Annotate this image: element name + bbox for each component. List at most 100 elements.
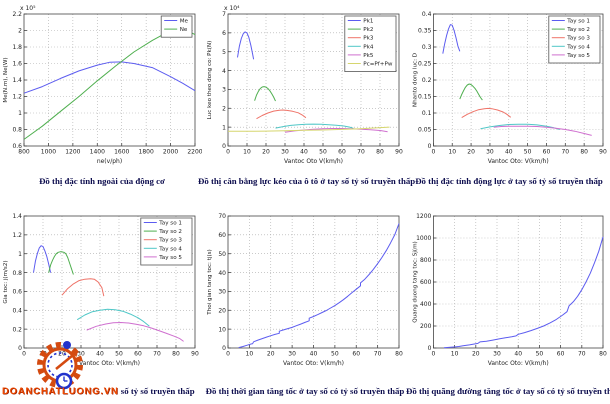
y-tick-label: 1.4 (12, 213, 22, 220)
y-tick-label: 1.2 (12, 232, 22, 239)
caption-traction-balance: Đồ thị cân bằng lực kéo của ô tô ở tay s… (198, 176, 416, 186)
series-line-tay-so-1 (33, 245, 52, 273)
series-line-sj (443, 236, 604, 349)
x-tick-label: 10 (246, 351, 254, 358)
legend-label: Tay so 4 (566, 44, 590, 50)
legend-label: Pk4 (363, 44, 374, 50)
legend-label: Tay so 5 (158, 255, 182, 261)
y-tick-label: 60 (218, 232, 226, 239)
plot-border (227, 13, 400, 147)
y-tick-label: 0.15 (418, 94, 432, 101)
x-tick-label: 40 (514, 351, 522, 358)
legend-label: Tay so 1 (158, 221, 182, 227)
x-tick-label: 90 (599, 149, 607, 156)
acceleration-distance-plot: 0 10 20 30 40 50 60 70 80020040060080010001200Va… (412, 213, 607, 367)
legend-label: Tay so 3 (566, 36, 590, 42)
x-axis-title: Vantoc Oto: V(km/h) (79, 360, 140, 367)
x-tick-label: 50 (536, 351, 544, 358)
y-tick-label: 5 (222, 49, 226, 56)
legend-label: Tay so 4 (158, 246, 182, 252)
y-tick-label: 1 (222, 124, 226, 131)
x-tick-label: 1600 (114, 149, 129, 156)
x-tick-label: 0 (22, 351, 26, 358)
y-tick-label: 1.4 (12, 77, 22, 84)
x-tick-label: 60 (352, 351, 360, 358)
series-line-tay-so-4 (76, 308, 150, 327)
x-tick-label: 90 (395, 149, 403, 156)
y-tick-label: 200 (420, 323, 432, 330)
series-line-tay-so-5 (86, 322, 184, 342)
x-tick-label: 0 (431, 149, 435, 156)
x-tick-label: 70 (374, 351, 382, 358)
y-tick-label: 0 (428, 143, 432, 150)
dynamic-factor-plot: 0 10 20 30 40 50 60 70 80 90 0 0.05 0.1 0.15 0.2 0.25 0.… (412, 11, 607, 165)
x-axis-title: Vantoc Oto: V(km/h) (488, 158, 549, 165)
y-tick-label: 6 (222, 30, 226, 37)
x-tick-label: 80 (580, 149, 588, 156)
legend-label: Pk5 (363, 53, 374, 59)
x-axis-title: ne(v/ph) (97, 158, 122, 165)
legend-box (344, 15, 397, 72)
y-axis-title: Thoi gian tang toc: tj(s) (207, 249, 213, 315)
y-tick-label: 20 (218, 307, 226, 314)
x-tick-label: 80 (599, 351, 607, 358)
x-tick-label: 50 (331, 351, 339, 358)
y-tick-label: 0.35 (418, 28, 432, 35)
y-axis-title: Nhanto dong luc: D (412, 53, 418, 107)
x-tick-label: 20 (467, 149, 475, 156)
x-tick-label: 80 (395, 351, 403, 358)
y-tick-label: 1.8 (12, 44, 22, 51)
plot-border (23, 215, 196, 349)
x-axis-title: Vantoc Oto: V(km/h) (488, 360, 549, 367)
x-tick-label: 20 (58, 351, 66, 358)
y-axis-title: Luc keo theo dong co: Pk(N) (207, 41, 213, 120)
y-tick-label: 30 (218, 289, 226, 296)
x-tick-label: 80 (172, 351, 180, 358)
x-tick-label: 30 (493, 351, 501, 358)
caption-acceleration-time: Đồ thị thời gian tăng tốc ở tay số có tỷ… (205, 386, 405, 396)
x-tick-label: 50 (524, 149, 532, 156)
y-tick-label: 0.6 (12, 289, 22, 296)
series-line-tay-so-2 (459, 83, 483, 101)
caption-acceleration-distance: Đồ thị quãng đường tăng tốc ở tay số có … (406, 386, 610, 396)
x-tick-label: 70 (561, 149, 569, 156)
y-axis-title: Gia toc: j(m/s2) (3, 260, 9, 303)
x-tick-label: 60 (134, 351, 142, 358)
x-tick-label: 70 (578, 351, 586, 358)
x-tick-label: 60 (543, 149, 551, 156)
y-tick-label: 400 (420, 301, 432, 308)
x-tick-label: 60 (338, 149, 346, 156)
watermark-text: DOANCHATLUONG.VN (2, 386, 119, 397)
y-axis-title: Quang duong tang toc: Sj(m) (412, 241, 418, 322)
chart-acceleration: 0 10 20 30 40 50 60 70 80 90 0 0.2 0.4 0.6 0.8 1 1.2 1.4 V… (2, 204, 206, 376)
legend-label: Tay so 5 (566, 53, 590, 59)
x-tick-label: 70 (153, 351, 161, 358)
x-tick-label: 70 (357, 149, 365, 156)
series-line-pk4 (275, 123, 354, 129)
y-tick-label: 0.4 (422, 11, 432, 18)
x-axis-title: Vantoc Oto V(km/h) (284, 158, 343, 165)
y-tick-label: 0 (222, 143, 226, 150)
x-tick-label: 0 (226, 149, 230, 156)
y-tick-label: 1.2 (12, 94, 22, 101)
x-tick-label: 1200 (65, 149, 80, 156)
y-tick-label: 0.2 (12, 326, 22, 333)
x-tick-label: 2000 (163, 149, 178, 156)
legend-label: Ne (180, 27, 188, 33)
series-line-tay-so-3 (61, 278, 105, 297)
series-line-tj (238, 223, 400, 349)
series-line-tay-so-1 (442, 24, 461, 54)
x-tick-label: 10 (448, 149, 456, 156)
caption-acceleration-with-watermark: DOANCHATLUONG.VN số tỷ số truyền thấp (2, 386, 204, 397)
x-tick-label: 40 (505, 149, 513, 156)
traction-force-plot: 0 10 20 30 40 50 60 70 80 90 0 1 2 3 4 5 6 7x 10⁴ Vantoc O… (207, 5, 403, 165)
legend-label: Me (180, 19, 189, 25)
series-line-tay-so-5 (493, 125, 592, 136)
series-line-tay-so-3 (461, 107, 512, 119)
x-tick-label: 80 (376, 149, 384, 156)
x-tick-label: 10 (451, 351, 459, 358)
chart-traction-force-balance: 0 10 20 30 40 50 60 70 80 90 0 1 2 3 4 5 6 7 x 10⁴ Vantoc O… (206, 2, 410, 174)
chart-engine-external-characteristic: 800 1000 1200 1400 1600 1800 2000 2200 0.6 0.8 1 1.… (2, 2, 206, 174)
y-tick-label: 1.6 (12, 61, 22, 68)
